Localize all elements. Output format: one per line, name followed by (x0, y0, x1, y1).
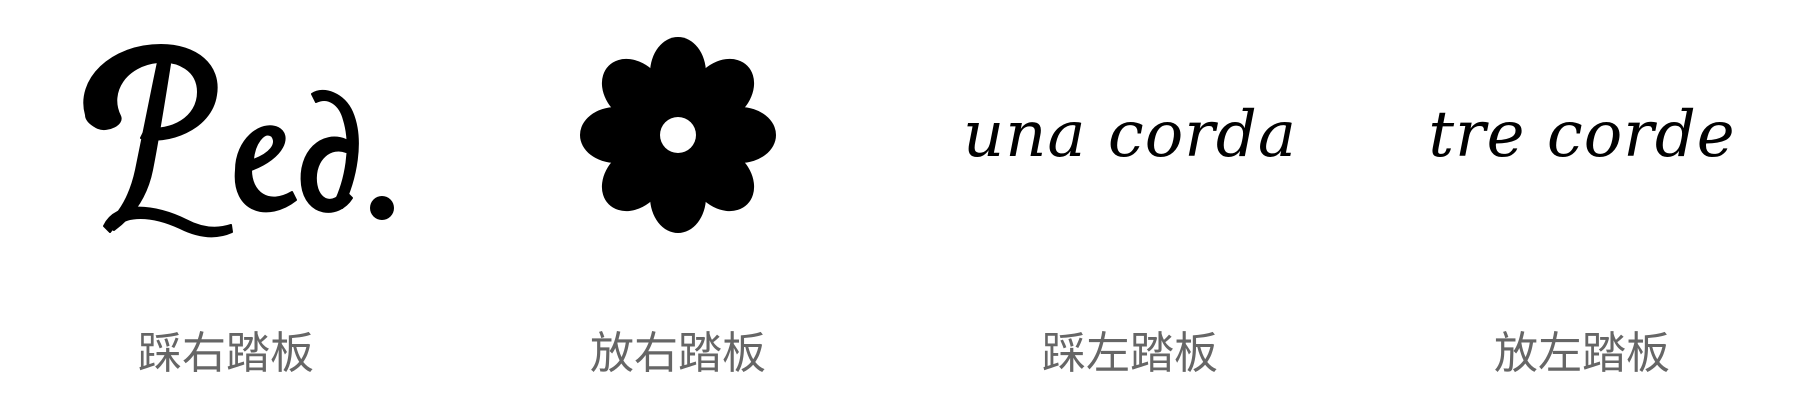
tre-corde-symbol: tre corde (1356, 20, 1808, 250)
tre-corde-text: tre corde (1428, 98, 1736, 172)
ped-symbol (0, 20, 452, 250)
pedal-caption: 放右踏板 (590, 328, 766, 379)
pedal-caption: 踩左踏板 (1042, 328, 1218, 379)
pedal-release-asterisk-icon (580, 37, 776, 233)
ped-sustain-pedal-icon (83, 44, 394, 238)
una-corda-symbol: una corda (904, 20, 1356, 250)
pedal-item-press-right: 踩右踏板 (0, 0, 452, 411)
pedal-item-release-right: 放右踏板 (452, 0, 904, 411)
pedal-item-press-left: una corda 踩左踏板 (904, 0, 1356, 411)
release-symbol (452, 20, 904, 250)
pedal-caption: 放左踏板 (1494, 328, 1670, 379)
una-corda-text: una corda (962, 98, 1298, 172)
pedal-item-release-left: tre corde 放左踏板 (1356, 0, 1808, 411)
pedal-caption: 踩右踏板 (138, 328, 314, 379)
